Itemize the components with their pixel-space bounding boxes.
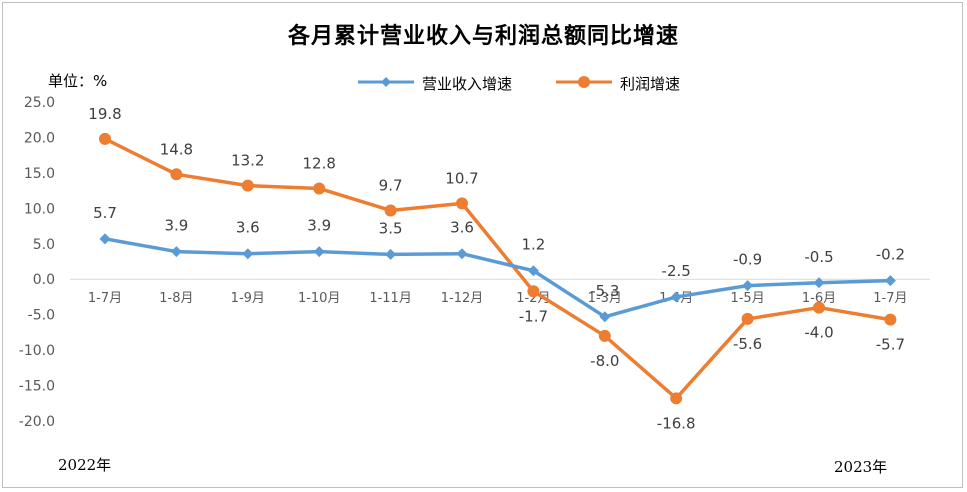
revenue-data-label: 3.9 (164, 217, 188, 235)
x-tick-label: 1-5月 (730, 291, 764, 306)
revenue-data-label: -2.5 (662, 262, 691, 280)
profit-point (670, 392, 683, 405)
profit-point (527, 285, 540, 298)
legend-revenue-label: 营业收入增速 (422, 75, 513, 93)
profit-point (313, 182, 326, 195)
profit-data-label: -16.8 (657, 414, 696, 432)
x-tick-label: 1-12月 (441, 291, 484, 306)
revenue-point (313, 246, 325, 258)
revenue-data-label: -0.5 (804, 248, 833, 266)
y-tick-label: 10.0 (24, 201, 55, 217)
y-tick-label: 5.0 (33, 237, 55, 253)
revenue-data-label: -0.9 (733, 251, 762, 269)
year-label-end: 2023年 (834, 458, 888, 476)
x-tick-label: 1-3月 (588, 291, 622, 306)
revenue-point (884, 275, 896, 287)
revenue-data-label: 3.6 (450, 219, 474, 237)
revenue-data-label: 5.7 (93, 204, 117, 222)
revenue-point (456, 248, 468, 260)
legend-profit-label: 利润增速 (620, 75, 681, 93)
profit-point (813, 301, 825, 314)
profit-point (456, 197, 468, 210)
x-tick-label: 1-10月 (298, 291, 341, 306)
revenue-point (527, 265, 539, 277)
profit-point (598, 329, 611, 342)
year-label-start: 2022年 (58, 456, 112, 474)
x-tick-label: 1-7月 (873, 291, 907, 306)
revenue-data-label: 3.6 (236, 219, 260, 237)
revenue-data-label: 1.2 (521, 236, 545, 254)
y-tick-label: -5.0 (28, 308, 55, 324)
revenue-data-label: 3.9 (307, 217, 331, 235)
x-tick-label: 1-8月 (159, 291, 193, 306)
revenue-data-label: 3.5 (379, 219, 403, 237)
profit-data-label: 10.7 (445, 169, 478, 187)
y-tick-label: -15.0 (19, 379, 55, 395)
y-tick-label: 25.0 (24, 95, 55, 111)
unit-label: 单位：% (48, 72, 108, 90)
legend-revenue-swatch (358, 77, 414, 87)
x-tick-label: 1-11月 (369, 291, 412, 306)
x-tick-label: 1-9月 (231, 291, 265, 306)
y-tick-label: 15.0 (24, 166, 55, 182)
revenue-point (813, 277, 825, 289)
profit-point (170, 168, 183, 181)
series-line-profit (104, 137, 891, 401)
profit-point (384, 204, 397, 217)
profit-data-label: 12.8 (302, 154, 335, 172)
profit-point (884, 313, 897, 326)
revenue-point (99, 233, 111, 245)
revenue-point (242, 248, 254, 260)
revenue-point (599, 311, 611, 323)
y-tick-label: 0.0 (33, 272, 55, 288)
profit-data-label: -1.7 (519, 307, 548, 325)
profit-data-label: -5.7 (876, 336, 905, 354)
chart-title: 各月累计营业收入与利润总额同比增速 (287, 23, 679, 49)
profit-data-label: 9.7 (379, 176, 403, 194)
series-line-revenue (104, 237, 891, 319)
x-tick-label: 1-7月 (88, 291, 122, 306)
revenue-point (385, 248, 397, 260)
profit-data-label: -8.0 (590, 352, 619, 370)
y-tick-label: 20.0 (24, 130, 55, 146)
revenue-data-label: -0.2 (876, 246, 905, 264)
profit-data-label: -5.6 (733, 335, 762, 353)
profit-point (241, 179, 254, 192)
revenue-point (170, 246, 182, 258)
legend-profit-swatch (556, 76, 612, 88)
profit-point (99, 132, 111, 145)
profit-data-label: -4.0 (804, 324, 833, 342)
revenue-data-label: -5.3 (590, 282, 619, 300)
profit-data-label: 13.2 (231, 152, 264, 170)
profit-point (741, 312, 754, 325)
profit-data-label: 19.8 (88, 105, 121, 123)
profit-data-label: 14.8 (160, 140, 193, 158)
revenue-point (742, 280, 754, 292)
y-tick-label: -10.0 (19, 343, 55, 359)
x-tick-label: 1-6月 (802, 291, 836, 306)
y-tick-label: -20.0 (19, 414, 55, 430)
revenue-point (670, 291, 682, 303)
